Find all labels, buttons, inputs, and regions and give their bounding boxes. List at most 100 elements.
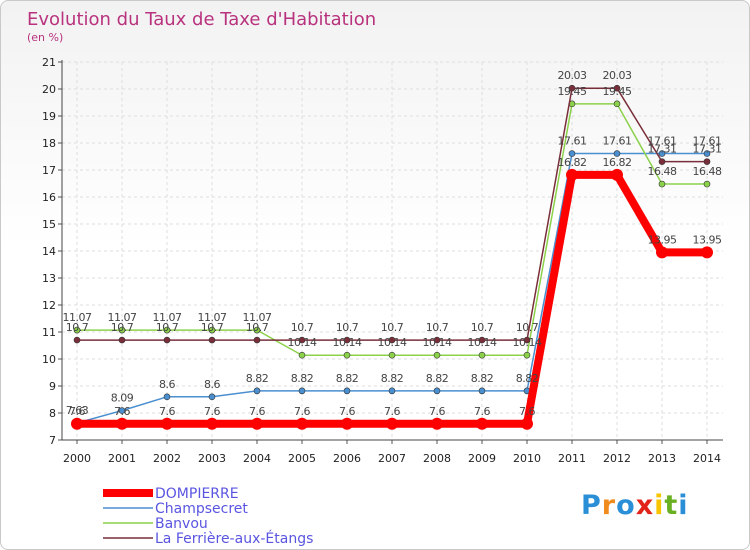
x-tick-label: 2006 — [333, 452, 361, 465]
data-label: 7.63 — [66, 404, 89, 417]
data-point — [208, 326, 216, 334]
data-point — [71, 417, 83, 430]
y-tick-label: 18 — [42, 137, 56, 150]
x-tick-label: 2013 — [648, 452, 676, 465]
data-point — [208, 336, 216, 344]
data-point — [206, 417, 218, 430]
data-label: 13.95 — [648, 233, 677, 246]
data-point — [163, 336, 171, 344]
y-tick-label: 11 — [42, 326, 56, 339]
x-tick-label: 2004 — [243, 452, 271, 465]
data-point — [163, 393, 171, 401]
data-label: 10.7 — [471, 321, 494, 334]
data-label: 11.07 — [243, 311, 272, 324]
series-lines — [71, 84, 713, 430]
proxiti-logo: Proxiti — [581, 490, 689, 521]
data-label: 10.7 — [291, 321, 314, 334]
data-label: 8.09 — [111, 392, 134, 405]
x-tick-label: 2000 — [63, 452, 91, 465]
data-label: 7.6 — [114, 405, 130, 418]
data-point — [386, 417, 398, 430]
legend-swatch — [103, 522, 153, 524]
data-label: 10.14 — [378, 336, 407, 349]
data-label: 10.7 — [111, 321, 134, 334]
data-label: 7.6 — [384, 405, 400, 418]
data-point — [701, 246, 713, 259]
chart-subtitle: (en %) — [27, 31, 63, 44]
data-label: 17.31 — [648, 143, 677, 156]
data-point — [611, 168, 623, 181]
logo-letter: x — [635, 490, 655, 521]
data-label: 7.6 — [519, 405, 535, 418]
data-point — [161, 417, 173, 430]
data-point — [253, 387, 261, 395]
data-label: 10.14 — [423, 336, 452, 349]
x-tick-label: 2003 — [198, 452, 226, 465]
data-point — [521, 417, 533, 430]
y-tick-label: 15 — [42, 218, 56, 231]
data-point — [118, 326, 126, 334]
data-label: 19.45 — [558, 85, 587, 98]
data-label: 10.14 — [468, 336, 497, 349]
data-label: 11.07 — [153, 311, 182, 324]
data-label: 17.61 — [603, 135, 632, 148]
y-tick-label: 14 — [42, 245, 56, 258]
data-point — [298, 351, 306, 359]
data-label: 16.82 — [558, 156, 587, 169]
y-tick-label: 8 — [49, 407, 56, 420]
data-point — [73, 336, 81, 344]
data-label: 10.7 — [426, 321, 449, 334]
data-point — [523, 351, 531, 359]
chart-title: Evolution du Taux de Taxe d'Habitation — [27, 9, 376, 30]
data-label: 8.82 — [471, 372, 494, 385]
logo-letter: r — [601, 490, 617, 521]
data-point — [298, 336, 306, 344]
data-label: 11.07 — [63, 311, 92, 324]
data-point — [703, 158, 711, 165]
legend-label: DOMPIERRE — [155, 486, 239, 502]
data-point — [296, 417, 308, 430]
data-label: 8.82 — [291, 372, 314, 385]
axes: 7 8 9 10 11 12 13 14 15 16 17 18 19 20 21 2000 2001 2002 2… — [42, 56, 723, 465]
data-point — [253, 336, 261, 344]
data-label: 10.7 — [381, 321, 404, 334]
data-point — [613, 84, 621, 92]
data-point — [613, 150, 621, 157]
data-label: 7.6 — [474, 405, 490, 418]
legend-swatch — [103, 537, 153, 539]
x-tick-label: 2009 — [468, 452, 496, 465]
data-label: 8.82 — [516, 372, 539, 385]
gridlines — [62, 61, 723, 441]
data-label: 10.7 — [156, 321, 179, 334]
data-point — [433, 387, 441, 395]
data-point — [658, 150, 666, 157]
data-point — [568, 84, 576, 92]
data-label: 10.7 — [246, 321, 269, 334]
y-tick-label: 12 — [42, 299, 56, 312]
x-tick-label: 2001 — [108, 452, 136, 465]
data-point — [388, 387, 396, 395]
y-tick-label: 13 — [42, 272, 56, 285]
y-tick-label: 20 — [42, 83, 56, 96]
data-point — [208, 393, 216, 401]
logo-letter: t — [664, 490, 679, 521]
logo-letter: i — [678, 490, 689, 521]
data-label: 17.31 — [693, 143, 722, 156]
data-labels: 7.63 8.09 8.6 8.6 8.82 8.82 8.82 8.82 8.82 8.82 8.… — [63, 69, 723, 418]
data-label: 17.61 — [693, 135, 722, 148]
x-tick-label: 2005 — [288, 452, 316, 465]
data-label: 20.03 — [558, 69, 587, 82]
data-point — [478, 336, 486, 344]
data-label: 7.6 — [159, 405, 175, 418]
data-label: 10.7 — [66, 321, 89, 334]
x-tick-label: 2014 — [693, 452, 721, 465]
data-point — [703, 150, 711, 157]
data-point — [658, 158, 666, 165]
data-point — [703, 180, 711, 188]
x-tick-label: 2007 — [378, 452, 406, 465]
data-label: 8.82 — [246, 372, 269, 385]
data-label: 17.61 — [558, 135, 587, 148]
data-point — [478, 387, 486, 395]
y-tick-label: 9 — [49, 380, 56, 393]
logo-letter: P — [581, 490, 602, 521]
